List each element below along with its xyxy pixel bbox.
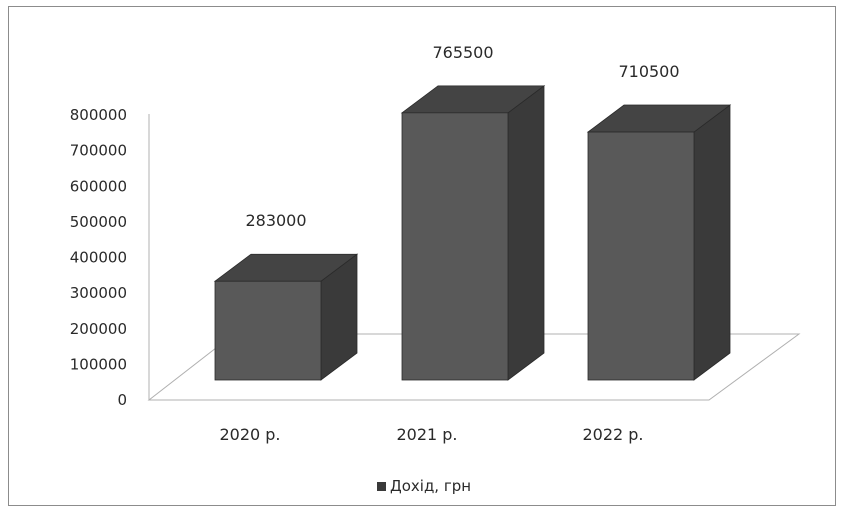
y-tick-label: 500000 bbox=[70, 213, 127, 231]
y-tick-label: 0 bbox=[117, 391, 127, 409]
y-tick-label: 200000 bbox=[70, 320, 127, 338]
bar bbox=[586, 104, 732, 381]
axis-layer bbox=[147, 114, 801, 401]
y-tick-label: 600000 bbox=[70, 177, 127, 195]
bar-side bbox=[507, 85, 545, 381]
bar-front bbox=[214, 280, 322, 381]
y-tick-label: 700000 bbox=[70, 142, 127, 160]
data-label: 710500 bbox=[618, 62, 679, 81]
chart-frame: 0 100000 200000 300000 400000 500000 600000 700… bbox=[8, 6, 836, 506]
bar bbox=[400, 85, 546, 381]
data-labels: 283000 765500 710500 bbox=[245, 43, 679, 230]
category-labels: 2020 р. 2021 р. 2022 р. bbox=[219, 425, 643, 444]
legend: Дохід, грн bbox=[377, 477, 471, 495]
category-label: 2021 р. bbox=[396, 425, 457, 444]
y-tick-label: 800000 bbox=[70, 106, 127, 124]
chart-floor bbox=[147, 333, 801, 401]
data-label: 283000 bbox=[245, 211, 306, 230]
bar-front bbox=[587, 131, 695, 381]
bar-front bbox=[401, 112, 509, 381]
category-label: 2022 р. bbox=[582, 425, 643, 444]
bar-side bbox=[693, 104, 731, 381]
y-axis-ticks: 0 100000 200000 300000 400000 500000 600000 700… bbox=[70, 106, 127, 409]
bar-chart: 0 100000 200000 300000 400000 500000 600000 700… bbox=[70, 43, 801, 495]
bar bbox=[213, 253, 359, 381]
y-tick-label: 100000 bbox=[70, 355, 127, 373]
y-tick-label: 400000 bbox=[70, 249, 127, 267]
category-label: 2020 р. bbox=[219, 425, 280, 444]
legend-label: Дохід, грн bbox=[390, 477, 471, 495]
y-tick-label: 300000 bbox=[70, 284, 127, 302]
data-label: 765500 bbox=[432, 43, 493, 62]
bars bbox=[213, 85, 732, 381]
legend-swatch bbox=[377, 482, 386, 491]
